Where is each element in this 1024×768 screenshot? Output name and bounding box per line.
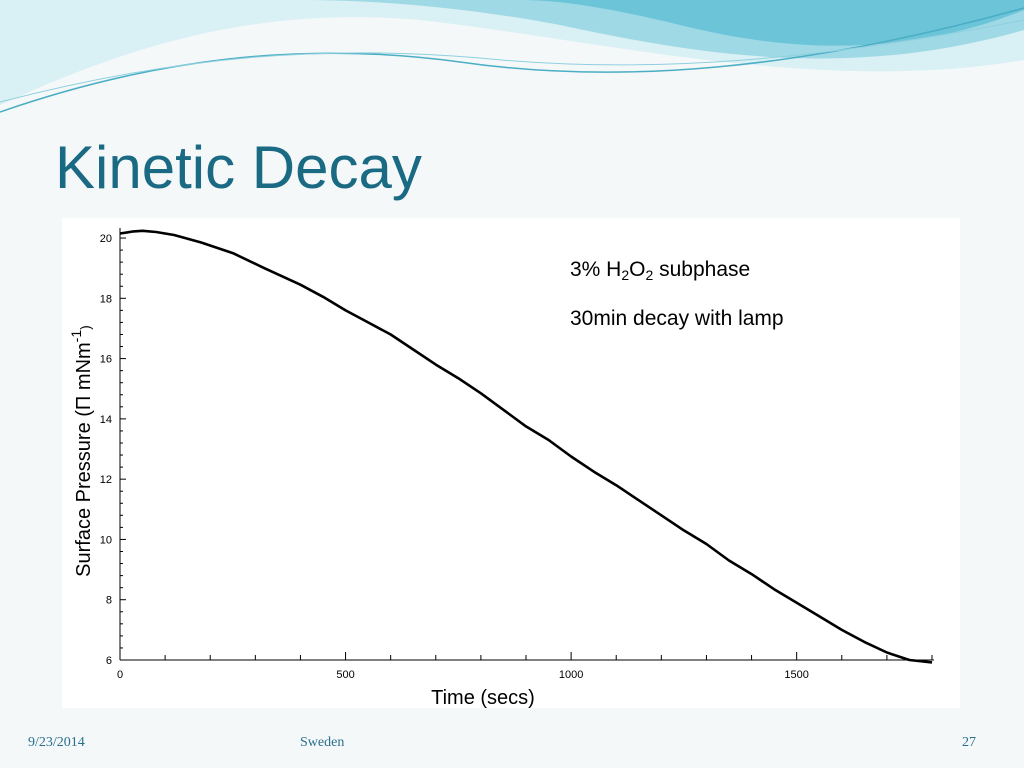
y-tick-label: 8	[106, 595, 112, 607]
chart-panel: 6 8 10 12 14 16 18 20 0 500 1000 1500 Time (secs) …	[62, 218, 960, 708]
footer-date: 9/23/2014	[28, 735, 85, 750]
y-axis-label-close: )	[77, 325, 93, 330]
y-axis-label-main: Surface Pressure (Π mNm	[73, 342, 95, 577]
x-tick-label: 0	[117, 669, 123, 681]
y-axis-label-exponent: -1	[68, 330, 84, 343]
plot-axes	[119, 228, 934, 661]
series-line	[119, 229, 933, 664]
footer-center: Sweden	[300, 735, 345, 750]
x-axis-label: Time (secs)	[431, 687, 535, 708]
x-axis: 0 500 1000 1500	[117, 652, 933, 681]
footer-page-number: 27	[962, 735, 976, 750]
annotation-text: O	[629, 258, 646, 281]
x-tick-label: 1500	[784, 669, 808, 681]
series-layer	[119, 229, 933, 664]
annotation-decay: 30min decay with lamp	[570, 307, 784, 330]
subscript: 2	[621, 267, 630, 283]
wave-line	[0, 19, 1024, 103]
y-tick-label: 12	[100, 474, 112, 486]
y-axis-label: Surface Pressure (Π mNm-1)	[68, 325, 95, 577]
y-tick-label: 18	[100, 293, 112, 305]
y-tick-label: 10	[100, 534, 112, 546]
y-tick-label: 16	[100, 354, 112, 366]
x-tick-label: 500	[336, 669, 354, 681]
annotation-subphase: 3% H2O2 subphase	[570, 258, 750, 282]
wave-band-dark	[520, 0, 1024, 46]
y-axis: 6 8 10 12 14 16 18 20	[100, 233, 126, 667]
header-wave-decoration	[0, 0, 1024, 113]
y-tick-label: 14	[100, 414, 112, 426]
subscript: 2	[645, 267, 654, 283]
annotation-text: 3% H	[570, 258, 622, 281]
slide-title: Kinetic Decay	[55, 134, 422, 201]
x-tick-label: 1000	[559, 669, 583, 681]
y-axis-label-group: Surface Pressure (Π mNm-1)	[68, 325, 95, 577]
y-tick-label: 20	[100, 233, 112, 245]
wave-line	[0, 7, 1024, 113]
annotation-text: subphase	[653, 258, 751, 281]
y-tick-label: 6	[106, 655, 112, 667]
